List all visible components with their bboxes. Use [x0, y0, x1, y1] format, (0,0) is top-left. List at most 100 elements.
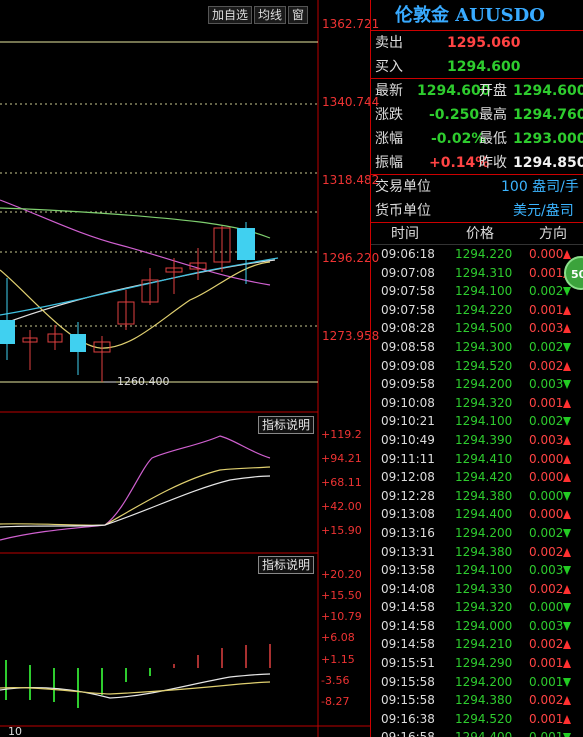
arrow-down-icon: [563, 380, 572, 390]
tick-price: 1294.000: [455, 618, 513, 633]
unit-value: 100 盎司/手: [501, 179, 579, 195]
candle-bull: [213, 227, 231, 263]
tick-price: 1294.390: [455, 432, 513, 447]
amp-label: 振幅: [375, 155, 403, 171]
tick-row: 09:09:58 1294.200 0.003: [371, 375, 583, 394]
tick-time: 09:14:58: [381, 600, 435, 615]
arrow-up-icon: [563, 398, 572, 408]
tick-time: 09:16:58: [381, 728, 435, 737]
candle-bear: [70, 334, 86, 352]
tick-time: 09:16:38: [381, 711, 435, 726]
arrow-down-icon: [563, 566, 572, 576]
candle-bull: [47, 333, 63, 343]
tick-time: 09:12:08: [381, 470, 435, 485]
high-label: 最高: [479, 107, 507, 123]
open-price: 1294.600: [513, 83, 583, 99]
tick-price: 1294.410: [455, 451, 513, 466]
latest-label: 最新: [375, 83, 403, 99]
kline-chart[interactable]: [0, 0, 370, 737]
tick-row: 09:08:28 1294.500 0.003: [371, 319, 583, 338]
tick-time: 09:14:58: [381, 618, 435, 633]
tick-row: 09:14:58 1294.000 0.003: [371, 617, 583, 636]
prev-close-price: 1294.850: [513, 155, 583, 171]
tick-time: 09:07:08: [381, 265, 435, 280]
sell-label: 卖出: [375, 35, 403, 51]
tick-price: 1294.310: [455, 265, 513, 280]
quote-panel: 伦敦金 AUUSDO 卖出 1295.060 买入 1294.600 最新 12…: [370, 0, 583, 737]
ticks-list[interactable]: 09:06:18 1294.220 0.000 09:07:08 1294.310 0.0…: [371, 245, 583, 737]
candle-bear: [237, 228, 255, 260]
tick-change: 0.000: [529, 247, 564, 261]
tick-row: 09:13:08 1294.400 0.000: [371, 505, 583, 524]
tick-change: 0.002: [529, 637, 564, 652]
candle-bull: [93, 341, 111, 353]
indicator2-label: +10.79: [321, 610, 362, 623]
tick-row: 09:13:58 1294.100 0.003: [371, 561, 583, 580]
tick-change: 0.003: [529, 618, 564, 633]
tick-time: 09:07:58: [381, 284, 435, 299]
tick-price: 1294.320: [455, 600, 513, 615]
chart-area[interactable]: 加自选 均线 窗 1362.721 1340.744 1318.482 1296…: [0, 0, 379, 737]
arrow-up-icon: [563, 454, 572, 464]
tick-price: 1294.500: [455, 321, 513, 336]
price-label: 1362.721: [322, 17, 380, 31]
currency-row: 货币单位 美元/盎司: [371, 199, 583, 223]
arrow-up-icon: [563, 584, 572, 594]
indicator1-label: +42.00: [321, 500, 362, 513]
arrow-up-icon: [563, 305, 572, 315]
candle-bull: [189, 262, 207, 270]
ma-line-button[interactable]: 均线: [254, 6, 287, 24]
tick-time: 09:10:49: [381, 432, 435, 447]
amp-value: +0.14%: [429, 155, 490, 171]
tick-change: 0.003: [529, 321, 564, 336]
tick-change: 0.000: [529, 600, 564, 615]
ma-line-cyan: [0, 257, 279, 316]
tick-price: 1294.330: [455, 581, 513, 596]
tick-price: 1294.520: [455, 711, 513, 726]
tick-time: 09:15:51: [381, 656, 435, 671]
tick-change: 0.002: [529, 414, 564, 429]
tick-row: 09:09:08 1294.520 0.002: [371, 357, 583, 376]
unit-row: 交易单位 100 盎司/手: [371, 175, 583, 199]
tick-price: 1294.290: [455, 656, 513, 671]
indicator1-pink: [0, 435, 271, 541]
indicator2-label: +1.15: [321, 653, 355, 666]
tick-price: 1294.100: [455, 563, 513, 578]
ma-line-pink: [0, 199, 271, 286]
tick-change: 0.000: [529, 470, 564, 485]
price-column-header: 价格: [466, 226, 494, 242]
indicator2-bars: [5, 644, 271, 708]
arrow-up-icon: [563, 324, 572, 334]
latest-row: 最新 1294.600 开盘 1294.600: [371, 79, 583, 103]
ma-line-white: [0, 259, 276, 326]
candle-bull: [141, 279, 159, 303]
tick-time: 09:06:18: [381, 247, 435, 261]
tick-row: 09:10:08 1294.320 0.001: [371, 394, 583, 413]
open-label: 开盘: [479, 83, 507, 99]
tick-change: 0.000: [529, 488, 564, 503]
tick-change: 0.000: [529, 507, 564, 522]
arrow-down-icon: [563, 342, 572, 352]
tick-change: 0.002: [529, 525, 564, 540]
candlesticks: [0, 222, 255, 382]
floating-badge[interactable]: 50: [564, 256, 583, 290]
sell-price: 1295.060: [447, 35, 521, 51]
indicator2-explain-button[interactable]: 指标说明: [258, 556, 315, 574]
latest-price: 1294.600: [417, 83, 491, 99]
tick-time: 09:15:58: [381, 674, 435, 689]
tick-price: 1294.400: [455, 507, 513, 522]
tick-time: 09:08:58: [381, 339, 435, 354]
window-button[interactable]: 窗: [288, 6, 309, 24]
add-watchlist-button[interactable]: 加自选: [208, 6, 253, 24]
arrow-down-icon: [563, 417, 572, 427]
indicator1-label: +68.11: [321, 476, 362, 489]
indicator1-explain-button[interactable]: 指标说明: [258, 416, 315, 434]
tick-change: 0.001: [529, 674, 564, 689]
tick-time: 09:09:58: [381, 377, 435, 392]
low-price-note: 1260.400: [117, 375, 170, 388]
tick-price: 1294.200: [455, 377, 513, 392]
tick-price: 1294.210: [455, 637, 513, 652]
tick-price: 1294.100: [455, 414, 513, 429]
tick-price: 1294.380: [455, 544, 513, 559]
pct-label: 涨幅: [375, 131, 403, 147]
